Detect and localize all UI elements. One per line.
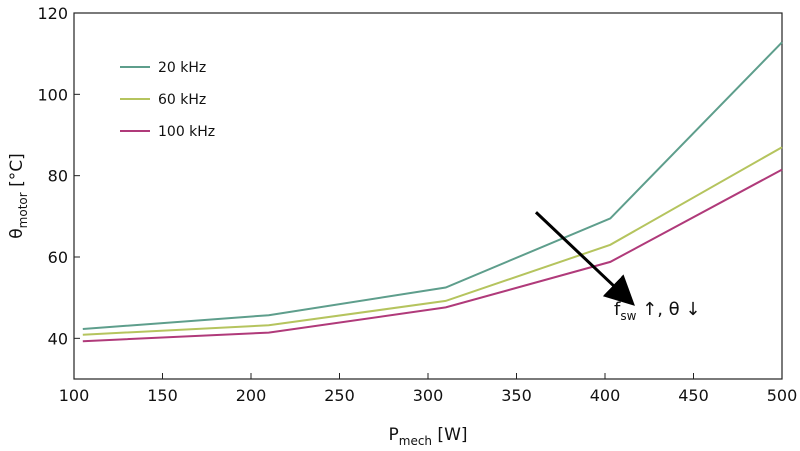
y-tick-label: 100 xyxy=(37,85,68,104)
x-tick-label: 150 xyxy=(147,386,178,405)
legend-label: 100 kHz xyxy=(158,124,215,140)
y-tick-label: 120 xyxy=(37,4,68,23)
legend: 20 kHz 60 kHz 100 kHz xyxy=(120,60,215,140)
annotation-arrow xyxy=(534,211,635,306)
annotation-label: fsw ↑, θ ↓ xyxy=(614,299,701,323)
x-tick-label: 200 xyxy=(236,386,267,405)
x-axis: 100 150 200 250 300 350 400 450 500 xyxy=(59,373,798,405)
x-tick-label: 250 xyxy=(324,386,355,405)
y-tick-label: 80 xyxy=(48,167,68,186)
x-tick-label: 500 xyxy=(767,386,798,405)
x-tick-label: 300 xyxy=(413,386,444,405)
y-tick-label: 40 xyxy=(48,329,68,348)
x-tick-label: 400 xyxy=(590,386,621,405)
series-lines xyxy=(82,41,783,343)
y-tick-label: 60 xyxy=(48,248,68,267)
series-line-2 xyxy=(82,146,783,336)
x-tick-label: 350 xyxy=(501,386,532,405)
x-tick-label: 100 xyxy=(59,386,90,405)
legend-label: 20 kHz xyxy=(158,60,206,76)
legend-label: 60 kHz xyxy=(158,92,206,108)
y-axis: 40 60 80 100 120 xyxy=(37,4,80,348)
series-line-3 xyxy=(82,168,783,343)
annotation: fsw ↑, θ ↓ xyxy=(534,211,701,323)
series-line-1 xyxy=(82,41,783,330)
x-tick-label: 450 xyxy=(678,386,709,405)
y-axis-label: θmotor [°C] xyxy=(7,153,30,238)
x-axis-label: Pmech [W] xyxy=(388,425,467,448)
